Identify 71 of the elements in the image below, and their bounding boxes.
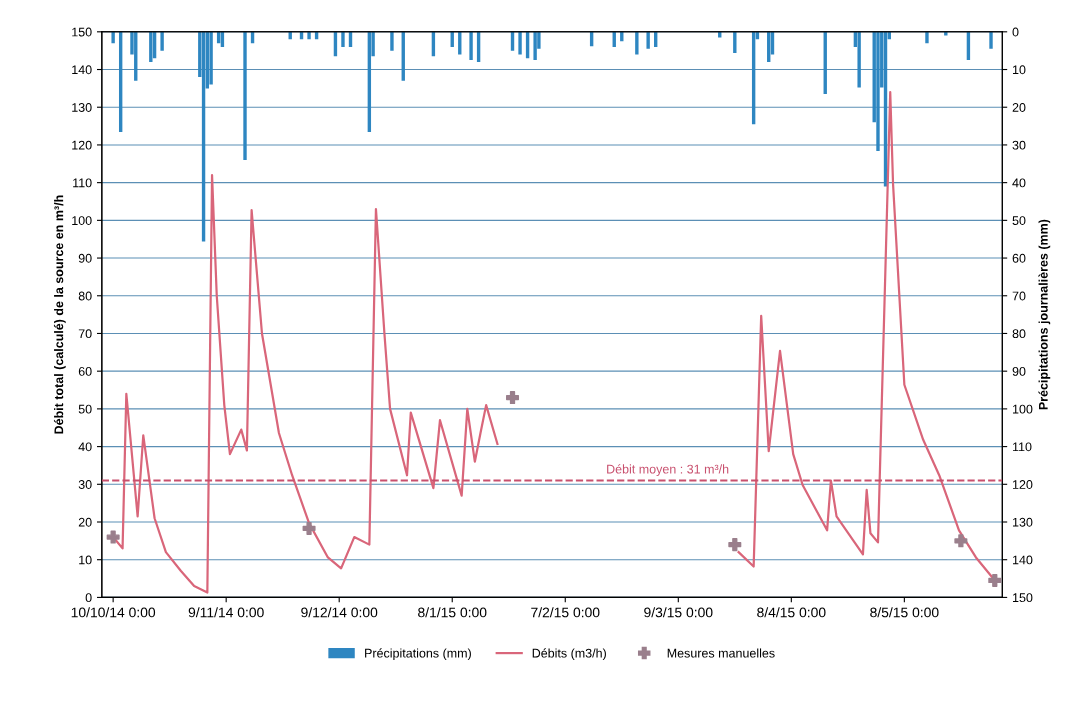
legend-label: Débits (m3/h): [532, 648, 606, 661]
x-tick-label: 9/3/15 0:00: [644, 607, 713, 618]
bar: [160, 31, 164, 51]
x-tick-label: 9/12/14 0:00: [301, 607, 378, 618]
y-tick-label: 40: [78, 442, 92, 452]
y-axis-title: Débit total (calculé) de la source en m³/h: [53, 195, 66, 434]
bar: [390, 31, 394, 51]
point: [954, 534, 968, 548]
x-tick-label: 9/11/14 0:00: [188, 607, 264, 618]
y2-tick-label: 0: [1012, 27, 1019, 37]
y-tick-label: 60: [78, 366, 92, 376]
point: [988, 573, 1002, 587]
y-tick-label: 20: [78, 517, 92, 527]
y2-tick-label: 20: [1012, 103, 1026, 112]
y2-tick-label: 150: [1013, 593, 1033, 603]
y2-tick-label: 30: [1012, 140, 1026, 150]
y2-tick-label: 10: [1013, 65, 1026, 75]
y2-tick-label: 60: [1012, 253, 1026, 263]
bar: [111, 31, 115, 44]
bar: [925, 31, 929, 44]
bar: [469, 31, 473, 61]
y-tick-label: 10: [79, 555, 92, 565]
y-tick-label: 130: [72, 103, 92, 112]
y-tick-label: 0: [85, 593, 92, 603]
y-tick-label: 70: [78, 329, 92, 339]
y-tick-label: 150: [72, 27, 92, 37]
x-tick-label: 8/4/15 0:00: [757, 607, 826, 618]
x-tick-label: 8/5/15 0:00: [870, 607, 939, 618]
x-tick-label: 7/2/15 0:00: [531, 607, 600, 618]
y-tick-label: 140: [72, 65, 92, 75]
bar: [533, 31, 537, 61]
legend-label: Mesures manuelles: [667, 648, 775, 658]
point: [506, 391, 520, 405]
y2-tick-label: 100: [1013, 404, 1033, 414]
y2-tick-label: 40: [1012, 178, 1026, 188]
ref-line-label: Débit moyen : 31 m³/h: [607, 464, 729, 476]
bar: [518, 31, 522, 55]
y2-tick-label: 90: [1012, 366, 1026, 376]
y-tick-label: 90: [78, 253, 92, 263]
y2-tick-label: 110: [1013, 442, 1032, 452]
bar: [209, 31, 213, 85]
x-tick-label: 8/1/15 0:00: [418, 607, 487, 618]
y-tick-label: 110: [73, 178, 92, 188]
bar: [733, 31, 737, 53]
bar: [341, 31, 345, 47]
bar: [635, 31, 639, 55]
point: [106, 530, 120, 544]
point: [728, 538, 742, 552]
y2-axis-title: Précipitations journalières (mm): [1038, 219, 1051, 410]
y2-tick-label: 140: [1013, 555, 1033, 565]
bar: [243, 31, 247, 161]
y-tick-label: 80: [78, 291, 92, 301]
y2-tick-label: 80: [1012, 329, 1026, 339]
bar: [307, 31, 311, 40]
bar: [989, 31, 993, 49]
y-tick-label: 50: [78, 404, 92, 414]
y2-tick-label: 50: [1012, 216, 1026, 225]
y-tick-label: 30: [78, 480, 92, 489]
bar: [646, 31, 650, 49]
y-tick-label: 120: [72, 140, 92, 150]
legend-label: Précipitations (mm): [365, 648, 471, 661]
bar: [876, 31, 880, 151]
x-tick-label: 10/10/14 0:00: [71, 607, 156, 618]
y-tick-label: 100: [72, 216, 92, 225]
bar: [149, 31, 153, 62]
y2-tick-label: 70: [1012, 291, 1026, 301]
bar: [857, 31, 861, 88]
bar: [944, 31, 948, 36]
y2-tick-label: 120: [1013, 480, 1033, 489]
y2-tick-label: 130: [1013, 517, 1033, 527]
point: [302, 521, 316, 535]
